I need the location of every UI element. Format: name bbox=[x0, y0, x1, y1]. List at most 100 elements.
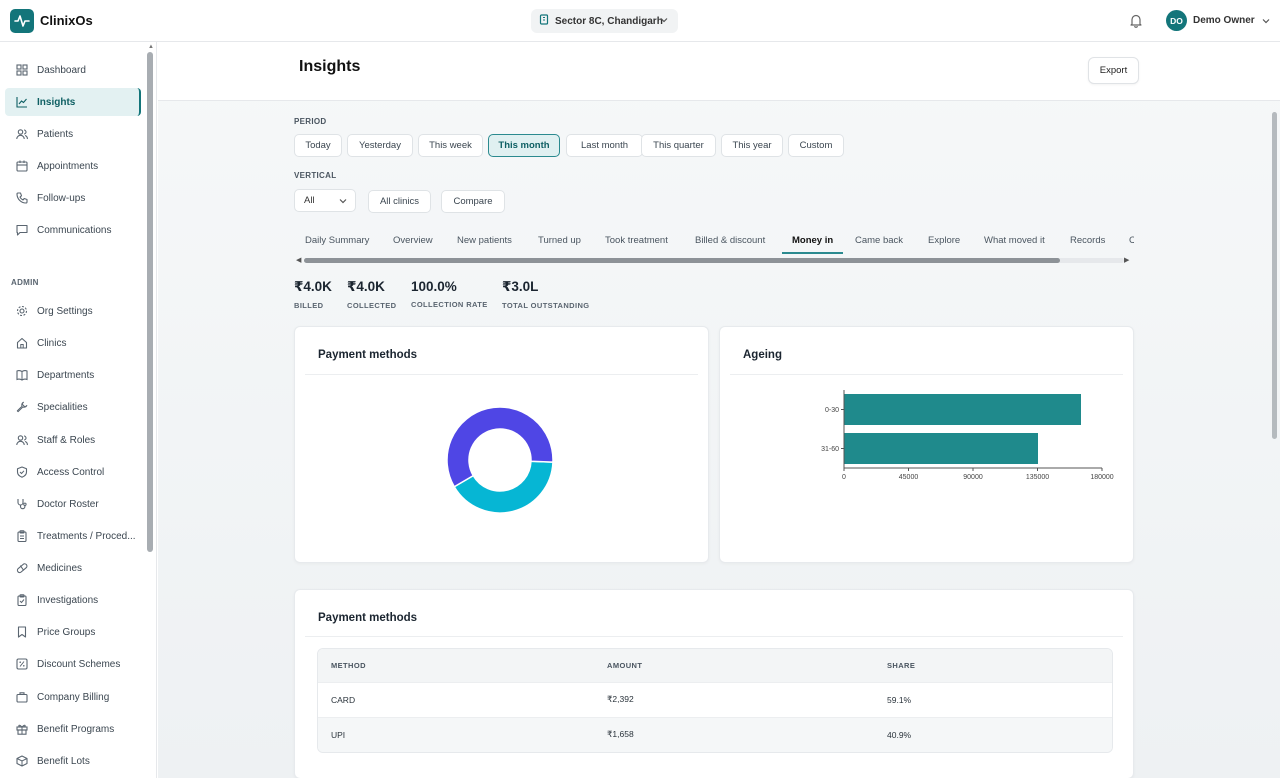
bell-icon[interactable] bbox=[1129, 13, 1143, 31]
sidebar-item-staff-roles[interactable]: Staff & Roles bbox=[5, 426, 141, 454]
sidebar-item-investigations[interactable]: Investigations bbox=[5, 586, 141, 614]
x-tick-label: 0 bbox=[842, 474, 846, 481]
sidebar-item-label: Staff & Roles bbox=[37, 434, 96, 446]
sidebar-item-label: Benefit Lots bbox=[37, 755, 90, 767]
compare-button[interactable]: Compare bbox=[441, 190, 505, 213]
tab-turned-up[interactable]: Turned up bbox=[538, 235, 581, 246]
sidebar-item-price-groups[interactable]: Price Groups bbox=[5, 618, 141, 646]
all-clinics-button[interactable]: All clinics bbox=[368, 190, 431, 213]
scroll-thumb[interactable] bbox=[304, 258, 1060, 263]
phone-icon bbox=[15, 192, 28, 205]
sidebar-item-label: Benefit Programs bbox=[37, 723, 115, 735]
chevron-down-icon bbox=[339, 197, 347, 208]
sidebar-item-follow-ups[interactable]: Follow-ups bbox=[5, 184, 141, 212]
tab-came-back[interactable]: Came back bbox=[855, 235, 904, 246]
location-selector[interactable]: Sector 8C, Chandigarh bbox=[531, 9, 678, 33]
sidebar-item-benefit-programs[interactable]: Benefit Programs bbox=[5, 715, 141, 743]
period-label: PERIOD bbox=[294, 117, 327, 126]
period-this-quarter[interactable]: This quarter bbox=[641, 134, 716, 157]
card-divider bbox=[305, 636, 1123, 637]
users-icon bbox=[15, 128, 28, 141]
scroll-up-arrow-icon[interactable]: ▲ bbox=[148, 44, 154, 50]
ageing-bar-31-60[interactable] bbox=[844, 433, 1039, 464]
sidebar-item-label: Appointments bbox=[37, 160, 99, 172]
kpi-label: BILLED bbox=[294, 301, 324, 310]
page-title: Insights bbox=[299, 58, 361, 75]
kpi-label: COLLECTION RATE bbox=[411, 300, 488, 309]
table-row[interactable]: CARD ₹2,392 59.1% bbox=[318, 681, 1112, 717]
share-cell: 40.9% bbox=[874, 716, 1112, 752]
payment-methods-chart-card: Payment methods bbox=[294, 326, 709, 563]
sidebar-item-treatments[interactable]: Treatments / Proced... bbox=[5, 522, 141, 550]
vertical-label: VERTICAL bbox=[294, 171, 337, 180]
sidebar-item-label: Follow-ups bbox=[37, 192, 86, 204]
sidebar-item-communications[interactable]: Communications bbox=[5, 216, 141, 244]
sidebar-item-access-control[interactable]: Access Control bbox=[5, 458, 141, 486]
y-tick-label: 0-30 bbox=[825, 407, 839, 414]
tab-explore[interactable]: Explore bbox=[928, 235, 961, 246]
scroll-right-arrow-icon[interactable]: ▶ bbox=[1124, 257, 1130, 264]
vertical-select[interactable]: All bbox=[294, 189, 356, 212]
admin-section-heading: ADMIN bbox=[11, 278, 39, 287]
donut-slice-card[interactable] bbox=[446, 406, 554, 488]
sidebar-item-departments[interactable]: Departments bbox=[5, 361, 141, 389]
sidebar-item-medicines[interactable]: Medicines bbox=[5, 554, 141, 582]
avatar: DO bbox=[1166, 10, 1187, 31]
tab-overflow[interactable]: C bbox=[1129, 235, 1134, 246]
sidebar-item-label: Communications bbox=[37, 224, 112, 236]
sidebar-item-discount-schemes[interactable]: Discount Schemes bbox=[5, 650, 141, 678]
main-scrollbar[interactable] bbox=[1272, 112, 1277, 439]
sidebar-item-clinics[interactable]: Clinics bbox=[5, 329, 141, 357]
app-name: ClinixOs bbox=[40, 13, 93, 28]
sidebar-item-org-settings[interactable]: Org Settings bbox=[5, 297, 141, 325]
tabs-scrollbar[interactable]: ◀ ▶ bbox=[294, 256, 1134, 264]
insight-tabs: Daily Summary Overview New patients Turn… bbox=[294, 228, 1134, 258]
sidebar-item-appointments[interactable]: Appointments bbox=[5, 152, 141, 180]
brand[interactable]: ClinixOs bbox=[10, 8, 93, 33]
sidebar-item-label: Departments bbox=[37, 369, 95, 381]
vertical-select-value: All bbox=[304, 195, 315, 206]
period-this-month[interactable]: This month bbox=[488, 134, 560, 157]
sidebar-item-specialities[interactable]: Specialities bbox=[5, 393, 141, 421]
sidebar-item-doctor-roster[interactable]: Doctor Roster bbox=[5, 490, 141, 518]
clipboard-check-icon bbox=[15, 594, 28, 607]
scroll-left-arrow-icon[interactable]: ◀ bbox=[296, 257, 302, 264]
sidebar-item-company-billing[interactable]: Company Billing bbox=[5, 683, 141, 711]
sidebar-item-label: Medicines bbox=[37, 562, 83, 574]
clipboard-icon bbox=[15, 530, 28, 543]
tab-took-treatment[interactable]: Took treatment bbox=[605, 235, 668, 246]
tab-what-moved-it[interactable]: What moved it bbox=[984, 235, 1045, 246]
main-content: Insights Export PERIOD Today Yesterday T… bbox=[158, 42, 1280, 778]
sidebar-item-label: Patients bbox=[37, 128, 74, 140]
kpi-collection-rate: 100.0% COLLECTION RATE bbox=[411, 279, 488, 309]
period-this-year[interactable]: This year bbox=[721, 134, 783, 157]
tab-daily-summary[interactable]: Daily Summary bbox=[305, 235, 370, 246]
tab-money-in[interactable]: Money in bbox=[782, 235, 844, 254]
period-today[interactable]: Today bbox=[294, 134, 342, 157]
table-row[interactable]: UPI ₹1,658 40.9% bbox=[318, 716, 1112, 752]
period-this-week[interactable]: This week bbox=[418, 134, 483, 157]
sidebar-item-patients[interactable]: Patients bbox=[5, 120, 141, 148]
payment-methods-table: METHOD AMOUNT SHARE CARD ₹2,392 59.1% UP… bbox=[317, 648, 1113, 753]
sidebar-item-benefit-lots[interactable]: Benefit Lots bbox=[5, 747, 141, 775]
period-last-month[interactable]: Last month bbox=[566, 134, 643, 157]
kpi-value: ₹4.0K bbox=[294, 279, 332, 294]
stethoscope-icon bbox=[15, 498, 28, 511]
sidebar-item-dashboard[interactable]: Dashboard bbox=[5, 56, 141, 84]
tab-records[interactable]: Records bbox=[1070, 235, 1106, 246]
kpi-collected: ₹4.0K COLLECTED bbox=[347, 279, 396, 310]
user-menu[interactable]: DO Demo Owner bbox=[1166, 10, 1270, 31]
export-button[interactable]: Export bbox=[1088, 57, 1139, 84]
tab-new-patients[interactable]: New patients bbox=[457, 235, 512, 246]
sidebar-item-label: Org Settings bbox=[37, 305, 93, 317]
x-tick-label: 180000 bbox=[1090, 474, 1113, 481]
sidebar-item-insights[interactable]: Insights bbox=[5, 88, 141, 116]
sidebar-scrollbar[interactable] bbox=[147, 52, 153, 552]
period-custom[interactable]: Custom bbox=[788, 134, 844, 157]
ageing-bar-0-30[interactable] bbox=[844, 394, 1082, 425]
donut-slice-upi[interactable] bbox=[453, 460, 554, 514]
tab-overview[interactable]: Overview bbox=[393, 235, 433, 246]
period-yesterday[interactable]: Yesterday bbox=[347, 134, 413, 157]
tab-billed-discount[interactable]: Billed & discount bbox=[695, 235, 766, 246]
sidebar-item-label: Specialities bbox=[37, 401, 88, 413]
